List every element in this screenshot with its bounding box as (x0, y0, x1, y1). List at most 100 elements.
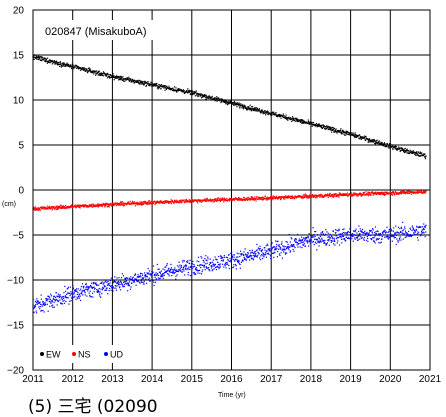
data-point-ns (222, 198, 225, 200)
data-point-ud (380, 234, 382, 236)
data-point-ud (84, 290, 86, 292)
data-point-ns (365, 191, 367, 193)
data-point-ud (256, 243, 258, 246)
data-point-ew (318, 123, 320, 125)
data-point-ew (108, 76, 111, 78)
data-point-ns (168, 202, 170, 204)
data-point-ud (225, 267, 227, 269)
data-point-ud (185, 265, 187, 267)
data-point-ud (374, 235, 376, 237)
data-point-ud (61, 303, 64, 305)
data-point-ns (352, 195, 354, 197)
data-point-ns (217, 199, 219, 201)
data-point-ns (34, 206, 37, 208)
data-point-ew (146, 82, 148, 84)
data-point-ns (347, 195, 349, 197)
data-point-ew (271, 114, 273, 116)
data-point-ns (62, 206, 64, 208)
data-point-ns (104, 205, 106, 207)
data-point-ud (107, 293, 109, 295)
data-point-ns (229, 198, 232, 200)
data-point-ud (89, 284, 92, 287)
data-point-ew (252, 108, 255, 110)
data-point-ew (277, 114, 279, 116)
data-point-ud (275, 240, 277, 242)
data-point-ew (145, 85, 148, 87)
data-point-ew (375, 142, 377, 144)
data-point-ns (387, 193, 389, 195)
data-point-ew (129, 79, 131, 81)
data-point-ud (183, 265, 185, 267)
data-point-ud (421, 229, 423, 231)
data-point-ud (264, 247, 266, 249)
data-point-ud (326, 231, 328, 233)
data-point-ud (261, 257, 264, 260)
data-point-ns (333, 193, 335, 195)
data-point-ud (234, 260, 236, 262)
data-point-ud (125, 277, 128, 279)
data-point-ud (307, 235, 309, 238)
data-point-ud (355, 234, 357, 236)
data-point-ud (261, 249, 263, 252)
data-point-ns (372, 192, 375, 195)
x-tick-label: 2017 (260, 374, 283, 385)
data-point-ud (396, 238, 398, 240)
data-point-ew (43, 60, 46, 62)
data-point-ud (365, 239, 368, 241)
data-point-ud (163, 272, 166, 274)
data-point-ns (384, 193, 386, 195)
data-point-ns (332, 194, 334, 196)
data-point-ew (416, 152, 418, 154)
data-point-ew (262, 113, 264, 115)
data-point-ns (250, 198, 252, 200)
data-point-ud (126, 282, 128, 284)
data-point-ud (365, 232, 367, 235)
data-point-ns (213, 199, 215, 201)
data-point-ew (403, 152, 405, 154)
data-point-ud (165, 271, 168, 273)
data-point-ud (410, 235, 413, 237)
data-point-ew (354, 134, 357, 136)
data-point-ud (254, 250, 256, 252)
data-point-ud (258, 253, 260, 255)
data-point-ud (360, 237, 363, 239)
data-point-ud (217, 266, 219, 268)
data-point-ns (264, 197, 266, 200)
data-point-ud (98, 293, 101, 295)
data-point-ud (197, 264, 199, 267)
data-point-ud (272, 246, 275, 248)
data-point-ud (139, 274, 141, 276)
data-point-ew (324, 126, 326, 128)
data-point-ud (179, 264, 181, 266)
data-point-ud (211, 265, 213, 268)
data-point-ew (408, 150, 410, 152)
data-point-ns (321, 196, 323, 198)
x-tick-label: 2021 (419, 374, 442, 385)
data-point-ns (157, 202, 160, 204)
data-point-ns (295, 196, 297, 198)
data-point-ud (249, 249, 251, 252)
data-point-ud (350, 233, 353, 235)
data-point-ud (240, 261, 243, 263)
data-point-ud (378, 234, 380, 237)
data-point-ud (186, 261, 188, 263)
data-point-ew (296, 117, 298, 119)
data-point-ud (121, 282, 123, 285)
data-point-ud (238, 263, 241, 265)
data-point-ns (57, 208, 60, 210)
data-point-ns (144, 202, 146, 205)
data-point-ew (82, 69, 85, 71)
data-point-ns (92, 203, 94, 205)
data-point-ns (59, 205, 61, 207)
data-point-ud (190, 263, 193, 265)
data-point-ew (260, 110, 262, 112)
data-point-ud (258, 249, 261, 251)
data-point-ud (196, 269, 198, 271)
data-point-ud (290, 250, 292, 252)
data-point-ud (122, 284, 124, 286)
data-point-ew (311, 125, 313, 127)
data-point-ns (114, 204, 116, 206)
data-point-ud (282, 249, 284, 251)
data-point-ew (322, 126, 324, 129)
data-point-ud (50, 300, 52, 302)
